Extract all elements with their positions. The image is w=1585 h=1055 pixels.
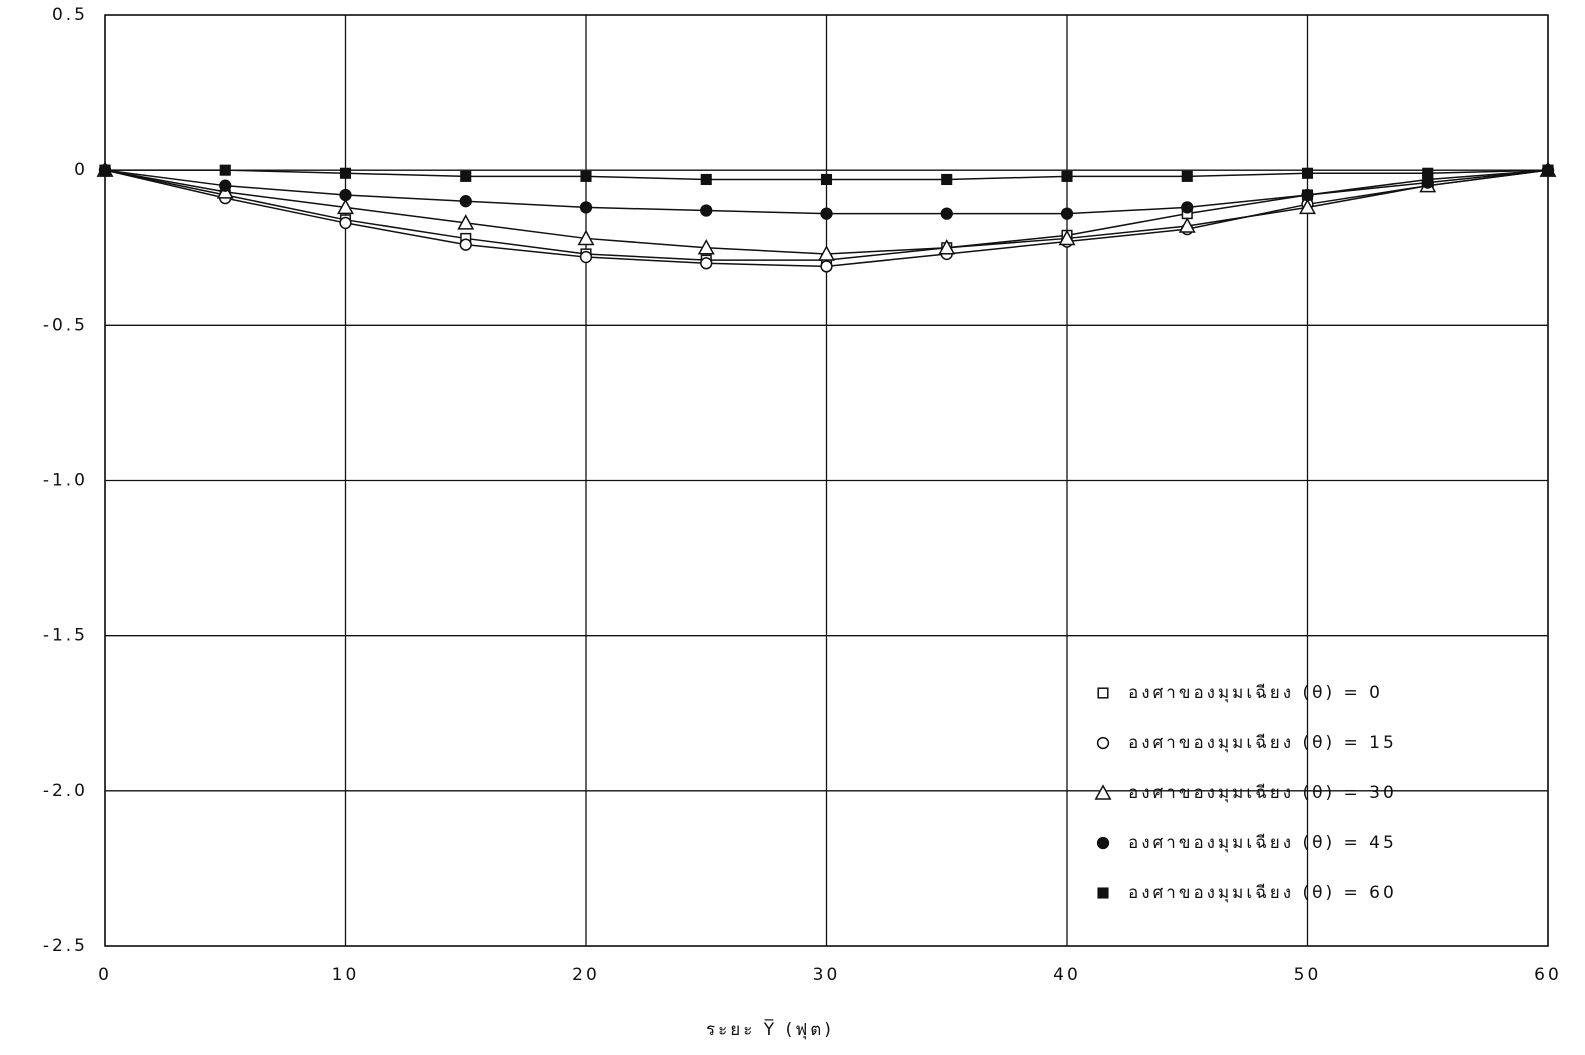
y-tick-label: -1.5 bbox=[43, 626, 88, 646]
x-tick-label: 40 bbox=[1053, 965, 1081, 985]
data-point bbox=[1543, 165, 1553, 175]
y-tick-label: -2.0 bbox=[43, 781, 88, 801]
data-point bbox=[1423, 168, 1433, 178]
legend-label: องศาของมุมเฉียง (θ) = 60 bbox=[1128, 883, 1397, 903]
data-point bbox=[701, 258, 712, 269]
legend-label: องศาของมุมเฉียง (θ) = 45 bbox=[1128, 833, 1397, 853]
data-point bbox=[460, 239, 471, 250]
data-point bbox=[461, 172, 471, 182]
data-point bbox=[1302, 190, 1313, 201]
legend-label: องศาของมุมเฉียง (θ) = 30 bbox=[1128, 783, 1397, 803]
legend-marker bbox=[1098, 888, 1108, 898]
y-tick-label: -0.5 bbox=[43, 315, 88, 335]
data-point bbox=[701, 205, 712, 216]
x-axis-label: ระยะ Y̅ (ฟุต) bbox=[706, 1018, 834, 1040]
x-tick-label: 20 bbox=[572, 965, 600, 985]
data-point bbox=[460, 196, 471, 207]
x-tick-label: 60 bbox=[1534, 965, 1562, 985]
data-point bbox=[942, 175, 952, 185]
legend-label: องศาของมุมเฉียง (θ) = 15 bbox=[1128, 733, 1397, 753]
data-point bbox=[341, 168, 351, 178]
y-tick-label: -1.0 bbox=[43, 471, 88, 491]
data-point bbox=[220, 165, 230, 175]
x-tick-label: 50 bbox=[1294, 965, 1322, 985]
x-tick-label: 0 bbox=[98, 965, 112, 985]
data-point bbox=[1182, 172, 1192, 182]
data-point bbox=[340, 218, 351, 229]
data-point bbox=[1303, 168, 1313, 178]
y-tick-label: 0 bbox=[74, 160, 88, 180]
legend-marker bbox=[1098, 738, 1109, 749]
data-point bbox=[701, 175, 711, 185]
legend-marker bbox=[1096, 786, 1110, 799]
data-point bbox=[1182, 202, 1193, 213]
data-point bbox=[581, 202, 592, 213]
data-point bbox=[100, 165, 110, 175]
data-point bbox=[821, 208, 832, 219]
data-point bbox=[1062, 208, 1073, 219]
y-tick-label: 0.5 bbox=[52, 5, 88, 25]
x-tick-label: 30 bbox=[813, 965, 841, 985]
legend-label: องศาของมุมเฉียง (θ) = 0 bbox=[1128, 683, 1383, 703]
data-point bbox=[1062, 172, 1072, 182]
data-point bbox=[581, 172, 591, 182]
data-point bbox=[581, 252, 592, 263]
legend-marker bbox=[1098, 838, 1109, 849]
legend-marker bbox=[1098, 688, 1108, 698]
x-tick-label: 10 bbox=[332, 965, 360, 985]
data-point bbox=[941, 208, 952, 219]
page: {"chart_data": {"type": "line", "x_label… bbox=[0, 0, 1585, 1055]
chart: ระยะ Y̅ (ฟุต) 0.5 0 -0.5 -1.0 -1.5 -2.0 -2.5 0 1… bbox=[0, 0, 1585, 1055]
data-point bbox=[822, 175, 832, 185]
data-point bbox=[220, 180, 231, 191]
data-point bbox=[340, 190, 351, 201]
y-tick-label: -2.5 bbox=[43, 936, 88, 956]
data-point bbox=[821, 261, 832, 272]
